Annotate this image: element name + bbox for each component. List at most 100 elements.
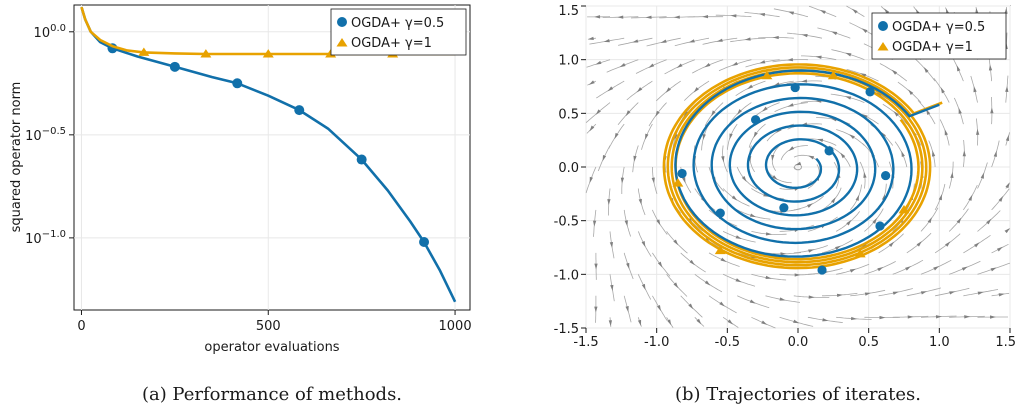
chart-b-legend-circle <box>878 21 888 31</box>
chart-b-stream-arrow <box>633 155 637 162</box>
chart-b-stream-arrow <box>625 110 631 117</box>
chart-b-stream-arrow <box>749 213 757 218</box>
chart-b-stream-arrow <box>835 245 841 251</box>
chart-b-stream-arrow <box>956 65 961 72</box>
chart-b-stream-arrow <box>676 63 683 69</box>
chart-b-stream-arrow <box>589 125 595 132</box>
chart-a-legend-triangle <box>336 38 348 47</box>
chart-b-stream-arrow <box>624 220 628 227</box>
chart-b-stream-arrow <box>747 84 753 90</box>
chart-b-stream-arrow <box>735 278 742 283</box>
chart-b-stream-arrow <box>619 63 626 68</box>
chart-b-point <box>751 115 761 125</box>
chart-b-stream-arrow <box>779 297 786 301</box>
chart-b-stream-arrow <box>846 219 852 226</box>
chart-b-stream-arrow <box>587 36 594 41</box>
chart-a-legend-label-1: OGDA+ γ=0.5 <box>351 16 444 31</box>
chart-b-point <box>881 170 891 181</box>
chart-b-stream-arrow <box>794 273 801 277</box>
chart-b-stream-arrow <box>808 249 815 253</box>
chart-b-stream-arrow <box>916 241 922 247</box>
chart-b-stream-arrow <box>998 293 1005 297</box>
chart-b-stream-arrow <box>704 62 711 68</box>
chart-a: 0 500 1000 100.0 10−0.5 10−1.0 operator evalu… <box>9 4 472 405</box>
chart-b-stream-arrow <box>682 177 686 184</box>
chart-a-ytick-label: 100.0 <box>34 23 66 41</box>
chart-b-stream-arrow <box>980 172 984 179</box>
chart-b-stream-arrow <box>607 86 614 92</box>
chart-b-stream-arrow <box>801 33 808 38</box>
chart-b-stream-arrow <box>822 318 829 322</box>
chart-b-stream-arrow <box>950 171 954 179</box>
chart-a-point <box>200 49 212 58</box>
chart-b-stream-arrow <box>901 150 905 158</box>
chart-b-stream-arrow <box>945 241 951 247</box>
chart-b-stream-arrow <box>986 218 992 225</box>
chart-b-xtick-label: -0.5 <box>715 335 740 350</box>
chart-b-point <box>827 70 839 80</box>
chart-b-stream-arrow <box>730 14 737 18</box>
chart-b-stream-arrow <box>1004 7 1008 14</box>
chart-b-legend-marker-triangle <box>877 42 889 51</box>
chart-b-stream-arrow <box>656 305 661 312</box>
chart-b: -1.5 -1.0 -0.5 0.0 0.5 1.0 1.5 -1.5 -1.0 -0.5 0.0 0… <box>554 4 1016 405</box>
chart-b-stream-arrow <box>808 155 815 160</box>
chart-b-stream-arrow <box>990 107 994 114</box>
chart-b-stream-arrow <box>594 306 598 313</box>
chart-b-stream-arrow <box>975 7 979 14</box>
chart-b-point <box>790 82 800 93</box>
chart-b-stream-arrow <box>765 275 772 280</box>
chart-b-stream-arrow <box>940 87 945 94</box>
chart-b-stream-arrow <box>592 220 597 227</box>
chart-b-point <box>715 208 725 218</box>
chart-b-stream-arrow <box>607 199 611 206</box>
chart-b-stream-arrow <box>716 38 723 42</box>
chart-b-stream-arrow <box>855 194 859 201</box>
chart-b-stream-arrow <box>831 197 836 204</box>
chart-b-stream-arrow <box>964 315 971 319</box>
chart-b-stream-arrow <box>872 217 877 224</box>
chart-b-stream-arrow <box>1005 182 1010 189</box>
chart-b-stream-arrow <box>594 263 598 270</box>
chart-b-xtick-label: 0.5 <box>858 335 879 350</box>
chart-b-stream-arrow <box>863 171 867 178</box>
chart-b-stream-arrow <box>893 111 899 117</box>
chart-b-stream-arrow <box>907 315 914 319</box>
chart-b-stream-arrow <box>696 318 702 325</box>
chart-a-ylabel: squared operator norm <box>9 82 24 233</box>
chart-b-stream-arrow <box>808 295 815 299</box>
chart-b-stream-arrow <box>704 280 711 286</box>
chart-a-point <box>356 154 367 165</box>
chart-b-stream-arrow <box>976 128 980 135</box>
chart-b-stream-arrow <box>771 154 775 161</box>
chart-b-stream-arrow <box>786 58 793 62</box>
chart-b-stream-arrow <box>673 239 679 246</box>
chart-b-stream-arrow <box>673 15 680 19</box>
chart-a-xtick-label: 1000 <box>439 319 472 334</box>
chart-b-stream-arrow <box>961 266 968 271</box>
chart-b-stream-arrow <box>787 11 795 15</box>
chart-a-xtick-label: 0 <box>77 319 85 334</box>
chart-b-stream-arrow <box>958 107 962 114</box>
chart-b-stream-arrow <box>594 15 601 19</box>
chart-b-stream-arrow <box>787 103 794 107</box>
chart-b-stream-arrow <box>795 161 802 166</box>
chart-b-stream-arrow <box>920 291 928 295</box>
chart-b-stream-arrow <box>737 109 742 115</box>
chart-b-stream-arrow <box>665 87 671 93</box>
chart-b-stream-arrow <box>849 268 856 273</box>
chart-b-stream-arrow <box>617 15 624 19</box>
chart-b-stream-arrow <box>641 283 646 291</box>
chart-b-stream-arrow <box>721 156 725 163</box>
chart-b-caption: (b) Trajectories of iterates. <box>675 384 921 405</box>
chart-b-point <box>779 203 789 213</box>
chart-b-stream-arrow <box>765 232 772 236</box>
chart-b-stream-arrow <box>648 63 655 68</box>
chart-b-stream-arrow <box>801 79 808 83</box>
chart-b-stream-arrow <box>758 13 766 17</box>
chart-b-stream-arrow <box>892 291 899 295</box>
chart-a-legend: OGDA+ γ=0.5 OGDA+ γ=1 <box>330 8 467 56</box>
chart-a-legend-label-2: OGDA+ γ=1 <box>351 36 432 51</box>
chart-a-legend-circle <box>337 17 347 27</box>
